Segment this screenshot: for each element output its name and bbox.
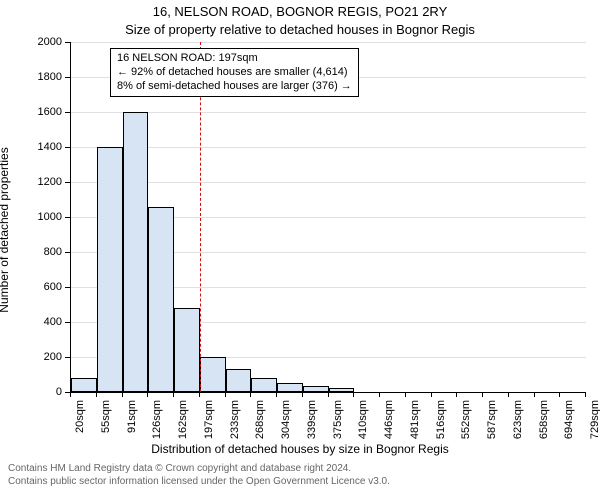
- xtick-label: 623sqm: [512, 400, 524, 460]
- histogram-bar: [277, 383, 303, 392]
- xtick-mark: [431, 392, 432, 397]
- xtick-mark: [70, 392, 71, 397]
- xtick-mark: [585, 392, 586, 397]
- ytick-label: 400: [32, 316, 62, 328]
- xtick-label: 304sqm: [280, 400, 292, 460]
- xtick-mark: [302, 392, 303, 397]
- xtick-mark: [122, 392, 123, 397]
- gridline-h: [71, 182, 586, 183]
- x-axis-label: Distribution of detached houses by size …: [0, 442, 600, 456]
- chart-container: 16, NELSON ROAD, BOGNOR REGIS, PO21 2RY …: [0, 0, 600, 500]
- histogram-bar: [148, 207, 174, 393]
- gridline-h: [71, 42, 586, 43]
- histogram-bar: [251, 378, 277, 392]
- ytick-label: 1200: [32, 176, 62, 188]
- gridline-h: [71, 147, 586, 148]
- xtick-mark: [405, 392, 406, 397]
- xtick-mark: [559, 392, 560, 397]
- xtick-mark: [199, 392, 200, 397]
- histogram-bar: [174, 308, 200, 392]
- xtick-label: 729sqm: [589, 400, 600, 460]
- gridline-h: [71, 112, 586, 113]
- histogram-bar: [71, 378, 97, 392]
- ytick-mark: [65, 112, 70, 113]
- xtick-label: 446sqm: [383, 400, 395, 460]
- xtick-label: 552sqm: [460, 400, 472, 460]
- xtick-label: 339sqm: [306, 400, 318, 460]
- xtick-label: 694sqm: [563, 400, 575, 460]
- ytick-mark: [65, 77, 70, 78]
- xtick-mark: [250, 392, 251, 397]
- ytick-mark: [65, 182, 70, 183]
- ytick-mark: [65, 322, 70, 323]
- xtick-label: 587sqm: [486, 400, 498, 460]
- xtick-label: 55sqm: [100, 400, 112, 460]
- ytick-label: 0: [32, 386, 62, 398]
- ytick-mark: [65, 287, 70, 288]
- xtick-label: 197sqm: [203, 400, 215, 460]
- xtick-mark: [173, 392, 174, 397]
- histogram-bar: [303, 386, 329, 392]
- annotation-line: 8% of semi-detached houses are larger (3…: [117, 80, 352, 94]
- xtick-mark: [276, 392, 277, 397]
- ytick-label: 200: [32, 351, 62, 363]
- xtick-mark: [456, 392, 457, 397]
- xtick-mark: [96, 392, 97, 397]
- histogram-bar: [329, 388, 355, 392]
- xtick-label: 375sqm: [332, 400, 344, 460]
- xtick-label: 20sqm: [74, 400, 86, 460]
- histogram-bar: [123, 112, 149, 392]
- xtick-label: 410sqm: [357, 400, 369, 460]
- histogram-bar: [200, 357, 226, 392]
- xtick-label: 268sqm: [254, 400, 266, 460]
- histogram-bar: [226, 369, 252, 392]
- xtick-label: 162sqm: [177, 400, 189, 460]
- xtick-mark: [534, 392, 535, 397]
- footer-attribution: Contains HM Land Registry data © Crown c…: [8, 462, 390, 488]
- xtick-label: 91sqm: [126, 400, 138, 460]
- xtick-mark: [508, 392, 509, 397]
- annotation-box: 16 NELSON ROAD: 197sqm← 92% of detached …: [110, 48, 359, 97]
- ytick-mark: [65, 357, 70, 358]
- xtick-label: 516sqm: [435, 400, 447, 460]
- xtick-label: 481sqm: [409, 400, 421, 460]
- ytick-label: 1000: [32, 211, 62, 223]
- chart-title-line1: 16, NELSON ROAD, BOGNOR REGIS, PO21 2RY: [0, 4, 600, 19]
- chart-title-line2: Size of property relative to detached ho…: [0, 22, 600, 37]
- ytick-label: 1400: [32, 141, 62, 153]
- xtick-mark: [328, 392, 329, 397]
- xtick-mark: [482, 392, 483, 397]
- ytick-label: 800: [32, 246, 62, 258]
- annotation-line: ← 92% of detached houses are smaller (4,…: [117, 66, 352, 80]
- footer-line2: Contains public sector information licen…: [8, 475, 390, 488]
- xtick-label: 658sqm: [538, 400, 550, 460]
- xtick-mark: [225, 392, 226, 397]
- ytick-mark: [65, 147, 70, 148]
- annotation-line: 16 NELSON ROAD: 197sqm: [117, 52, 352, 66]
- xtick-label: 126sqm: [151, 400, 163, 460]
- xtick-mark: [353, 392, 354, 397]
- ytick-mark: [65, 42, 70, 43]
- ytick-label: 1800: [32, 71, 62, 83]
- xtick-mark: [379, 392, 380, 397]
- histogram-bar: [97, 147, 123, 392]
- xtick-mark: [147, 392, 148, 397]
- footer-line1: Contains HM Land Registry data © Crown c…: [8, 462, 390, 475]
- xtick-label: 233sqm: [229, 400, 241, 460]
- ytick-label: 600: [32, 281, 62, 293]
- ytick-mark: [65, 217, 70, 218]
- ytick-label: 2000: [32, 36, 62, 48]
- ytick-label: 1600: [32, 106, 62, 118]
- ytick-mark: [65, 252, 70, 253]
- y-axis-label: Number of detached properties: [0, 147, 11, 312]
